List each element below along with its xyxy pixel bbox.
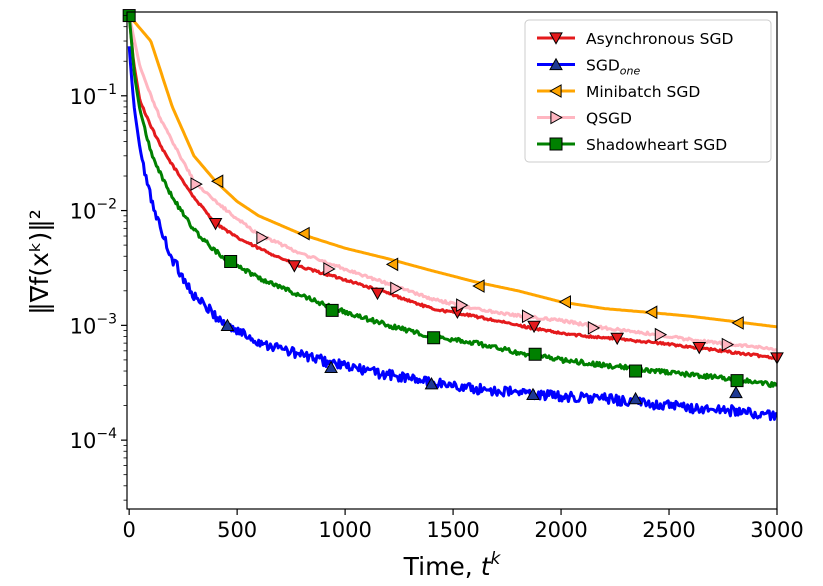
legend-label: QSGD: [586, 110, 632, 128]
marker-minibatch-sgd: [645, 305, 658, 320]
marker-qsgd: [323, 262, 336, 276]
marker-qsgd: [456, 298, 469, 312]
marker-shadowheart-sgd: [528, 347, 542, 361]
marker-qsgd: [390, 281, 403, 296]
marker-minibatch-sgd: [385, 257, 399, 272]
series-line-sgdone: [127, 46, 777, 422]
marker-shadowheart-sgd: [427, 331, 441, 345]
legend-label: Asynchronous SGD: [586, 30, 734, 48]
marker-shadowheart-sgd: [730, 374, 744, 388]
legend-marker: [549, 32, 563, 45]
legend-marker: [549, 57, 563, 71]
y-tick-label: 10−3: [70, 311, 117, 338]
marker-minibatch-sgd: [210, 174, 224, 189]
series-line-qsgd: [127, 15, 777, 352]
marker-sgdone: [220, 318, 235, 331]
x-tick-label: 2500: [642, 518, 695, 542]
legend-label: SGDone: [586, 57, 640, 78]
series-line-asynchronous-sgd: [127, 15, 777, 360]
marker-sgdone: [526, 387, 540, 401]
marker-sgdone: [424, 377, 439, 390]
x-tick-label: 1500: [426, 518, 479, 542]
marker-shadowheart-sgd: [224, 254, 238, 268]
x-axis: 0 500 1000 1500 2000 2500 3000: [122, 509, 804, 542]
marker-sgdone: [324, 360, 338, 374]
legend-box: [524, 19, 772, 163]
marker-shadowheart-sgd: [325, 303, 339, 317]
marker-qsgd: [521, 309, 535, 324]
legend-marker: [549, 137, 563, 151]
marker-sgdone: [628, 391, 643, 405]
marker-qsgd: [190, 177, 203, 191]
marker-qsgd: [587, 321, 601, 335]
y-axis: 10−4 10−3 10−2 10−1: [70, 15, 127, 501]
marker-minibatch-sgd: [297, 226, 310, 241]
legend-label: Shadowheart SGD: [586, 136, 727, 154]
marker-qsgd: [654, 327, 668, 342]
x-tick-label: 1000: [318, 518, 371, 542]
legend-marker: [549, 84, 562, 98]
marker-asynchronous-sgd: [370, 287, 385, 301]
plot-frame: [126, 11, 778, 510]
marker-asynchronous-sgd: [692, 341, 707, 355]
marker-qsgd: [256, 230, 269, 245]
y-tick-label: 10−2: [70, 197, 117, 224]
marker-asynchronous-sgd: [208, 217, 223, 231]
marker-minibatch-sgd: [472, 279, 485, 293]
marker-shadowheart-sgd: [629, 364, 643, 378]
y-tick-label: 10−1: [70, 82, 117, 109]
y-axis-label: ‖∇f(xᵏ)‖²: [25, 209, 54, 315]
series-line-minibatch-sgd: [128, 14, 777, 329]
marker-asynchronous-sgd: [610, 332, 625, 346]
marker-qsgd: [721, 337, 735, 352]
marker-layer: [122, 9, 784, 405]
x-tick-label: 2000: [534, 518, 587, 542]
y-tick-label: 10−4: [70, 426, 117, 453]
x-axis-label: Time, tk: [403, 549, 502, 581]
marker-sgdone: [729, 385, 743, 399]
legend-label: Minibatch SGD: [586, 83, 700, 101]
marker-minibatch-sgd: [731, 316, 744, 330]
x-tick-label: 3000: [750, 518, 803, 542]
marker-asynchronous-sgd: [287, 260, 302, 273]
x-tick-label: 0: [122, 518, 135, 542]
marker-minibatch-sgd: [558, 295, 571, 309]
legend-marker: [550, 110, 563, 125]
legend: Asynchronous SGD SGDone Minibatch SGD QSGD S…: [524, 19, 772, 163]
x-tick-label: 500: [217, 518, 257, 542]
marker-asynchronous-sgd: [527, 320, 541, 334]
